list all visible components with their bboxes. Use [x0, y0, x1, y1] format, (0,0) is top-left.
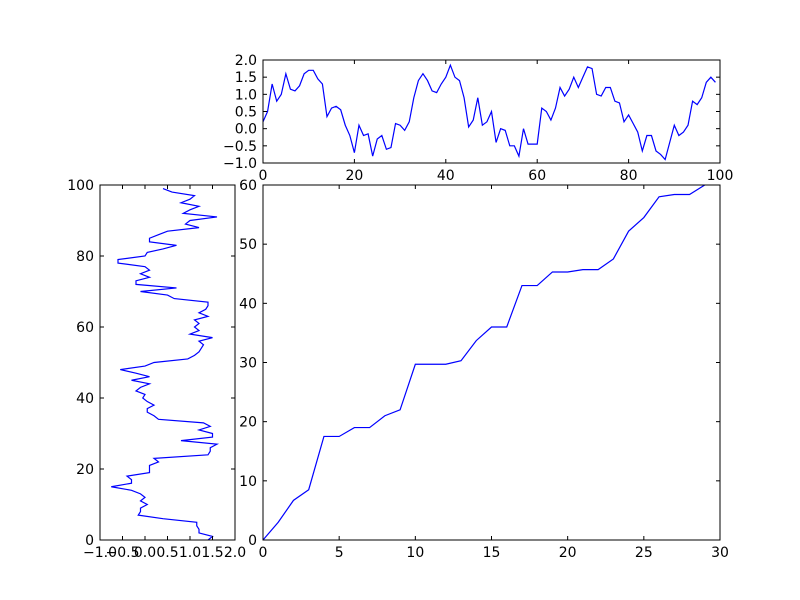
y-tick-label: 60: [76, 320, 94, 336]
x-tick-label: 15: [483, 545, 501, 561]
x-tick-label: 20: [345, 168, 363, 184]
x-tick-label: 80: [620, 168, 638, 184]
y-tick-label: 30: [239, 356, 257, 372]
y-tick-label: −0.5: [223, 139, 257, 155]
x-tick-label: 25: [635, 545, 653, 561]
y-tick-label: 1.5: [235, 70, 257, 86]
y-tick-label: 1.0: [235, 87, 257, 103]
y-tick-label: 20: [239, 415, 257, 431]
y-tick-label: 60: [239, 178, 257, 194]
x-tick-label: 100: [707, 168, 734, 184]
y-tick-label: 20: [76, 462, 94, 478]
x-tick-label: 60: [528, 168, 546, 184]
x-tick-label: 40: [437, 168, 455, 184]
y-tick-label: −1.0: [223, 156, 257, 172]
y-tick-label: 0.5: [235, 105, 257, 121]
data-line: [262, 184, 706, 541]
x-tick-label: 0: [259, 168, 268, 184]
data-line: [262, 63, 716, 161]
data-line: [111, 187, 220, 541]
x-tick-label: 5: [335, 545, 344, 561]
x-tick-label: 1.5: [201, 545, 223, 561]
y-tick-label: 0: [248, 533, 257, 549]
x-tick-label: 0.5: [156, 545, 178, 561]
y-tick-label: 0.0: [235, 122, 257, 138]
y-tick-label: 10: [239, 474, 257, 490]
y-tick-label: 100: [67, 178, 94, 194]
y-tick-label: 2.0: [235, 53, 257, 69]
x-tick-label: −1.0: [83, 545, 117, 561]
x-tick-label: −0.5: [106, 545, 140, 561]
y-tick-label: 0: [85, 533, 94, 549]
x-tick-label: 1.0: [179, 545, 201, 561]
y-tick-label: 40: [239, 296, 257, 312]
x-tick-label: 20: [559, 545, 577, 561]
y-tick-label: 40: [76, 391, 94, 407]
x-tick-label: 0: [259, 545, 268, 561]
x-tick-label: 2.0: [224, 545, 246, 561]
y-tick-label: 50: [239, 237, 257, 253]
x-tick-label: 30: [711, 545, 729, 561]
y-tick-label: 80: [76, 249, 94, 265]
x-tick-label: 10: [406, 545, 424, 561]
x-tick-label: 0.0: [134, 545, 156, 561]
